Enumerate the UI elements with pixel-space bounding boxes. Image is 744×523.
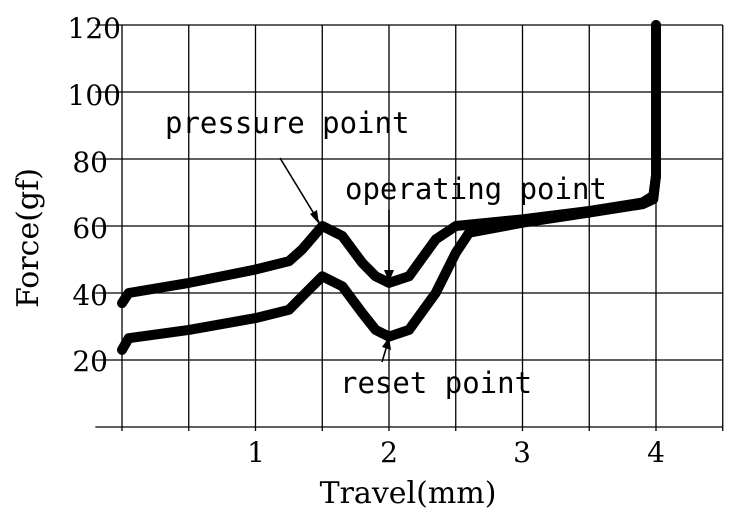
x-tick-labels: 1 2 3 4	[247, 436, 665, 469]
annotation-operating-point: operating point	[345, 172, 607, 206]
y-tick-label: 120	[68, 12, 121, 45]
annotation-pressure-point: pressure point	[165, 106, 409, 140]
y-axis-title: Force(gf)	[11, 168, 46, 308]
x-tick-label: 3	[513, 436, 531, 469]
y-tick-label: 60	[72, 212, 108, 245]
y-tick-label: 40	[72, 279, 108, 312]
y-tick-label: 80	[72, 146, 108, 179]
x-tick-label: 1	[247, 436, 265, 469]
y-tick-labels: 20 40 60 80 100 120	[68, 12, 121, 378]
annotation-reset-point: reset point	[340, 366, 532, 400]
series-layer	[117, 20, 661, 355]
y-tick-label: 20	[72, 345, 108, 378]
operating-point-arrowhead	[384, 270, 394, 282]
pressure-point-arrowhead	[310, 210, 319, 224]
x-tick-label: 4	[647, 436, 665, 469]
annotations: pressure point operating point reset poi…	[165, 106, 607, 400]
y-tick-label: 100	[68, 79, 121, 112]
x-tick-label: 2	[380, 436, 398, 469]
pressure-point-arrow	[279, 157, 320, 223]
x-axis-title: Travel(mm)	[320, 476, 497, 511]
reset-point-arrowhead	[382, 337, 391, 350]
series-line-lower	[117, 20, 661, 355]
